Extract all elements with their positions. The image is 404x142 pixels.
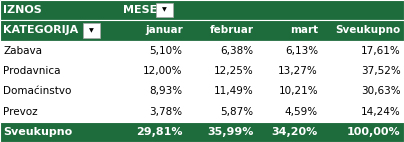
Bar [0, 20, 404, 41]
Text: 8,93%: 8,93% [149, 86, 183, 96]
Text: 3,78%: 3,78% [149, 107, 183, 117]
Text: 10,21%: 10,21% [278, 86, 318, 96]
Bar [0, 0, 404, 20]
Text: Sveukupno: Sveukupno [335, 25, 401, 35]
Text: Prodavnica: Prodavnica [3, 66, 61, 76]
Bar [0, 122, 404, 142]
Bar [0, 61, 404, 81]
Text: ▼: ▼ [89, 28, 94, 33]
Text: 4,59%: 4,59% [285, 107, 318, 117]
Text: 17,61%: 17,61% [361, 46, 401, 56]
Text: 5,10%: 5,10% [149, 46, 183, 56]
Text: 11,49%: 11,49% [214, 86, 253, 96]
Bar [0, 81, 404, 101]
Text: februar: februar [209, 25, 253, 35]
Text: mart: mart [290, 25, 318, 35]
Text: Prevoz: Prevoz [3, 107, 38, 117]
Text: 13,27%: 13,27% [278, 66, 318, 76]
Text: MESEC: MESEC [123, 5, 166, 15]
Text: 30,63%: 30,63% [361, 86, 401, 96]
Text: 29,81%: 29,81% [136, 127, 183, 137]
Text: 6,13%: 6,13% [285, 46, 318, 56]
Text: 100,00%: 100,00% [347, 127, 401, 137]
Bar [156, 3, 173, 17]
Text: 12,25%: 12,25% [214, 66, 253, 76]
Text: januar: januar [145, 25, 183, 35]
Bar [0, 101, 404, 122]
Text: Sveukupno: Sveukupno [3, 127, 72, 137]
Text: 6,38%: 6,38% [220, 46, 253, 56]
Text: 12,00%: 12,00% [143, 66, 183, 76]
Text: 34,20%: 34,20% [272, 127, 318, 137]
Text: 14,24%: 14,24% [361, 107, 401, 117]
Text: KATEGORIJA: KATEGORIJA [3, 25, 78, 35]
Text: 37,52%: 37,52% [361, 66, 401, 76]
Bar [83, 23, 100, 38]
Bar [0, 41, 404, 61]
Text: 5,87%: 5,87% [220, 107, 253, 117]
Text: Zabava: Zabava [3, 46, 42, 56]
Text: 35,99%: 35,99% [207, 127, 253, 137]
Text: ▼: ▼ [162, 8, 166, 13]
Text: IZNOS: IZNOS [3, 5, 42, 15]
Text: Domaćinstvo: Domaćinstvo [3, 86, 72, 96]
